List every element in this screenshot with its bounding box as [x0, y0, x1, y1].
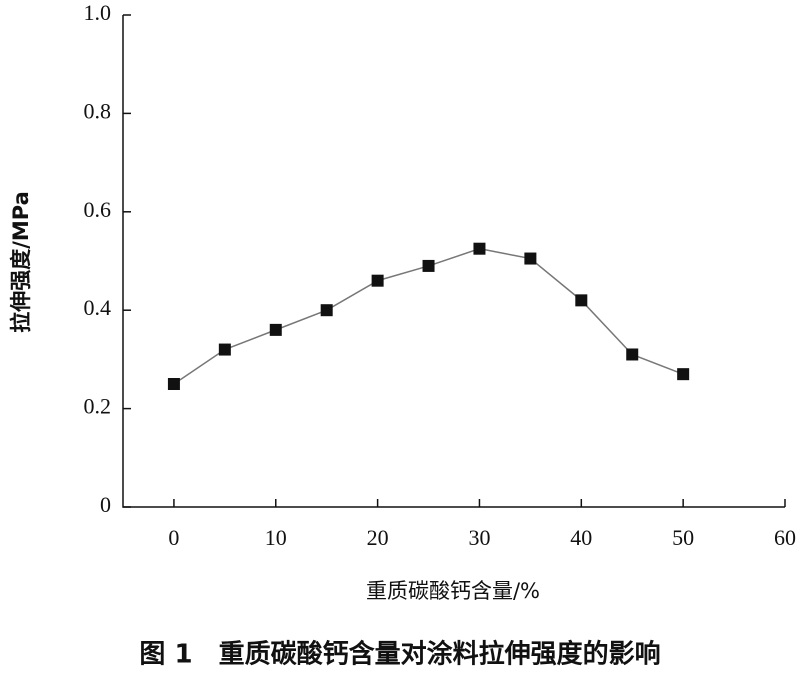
x-tick-label: 0	[168, 525, 179, 550]
point	[167, 378, 180, 390]
x-tick-label: 60	[774, 525, 796, 550]
x-tick-label: 20	[367, 525, 389, 550]
y-tick-label: 0.6	[84, 197, 112, 222]
point	[218, 343, 231, 356]
x-tick-label: 50	[672, 525, 694, 550]
point	[371, 274, 384, 287]
axes	[122, 15, 785, 508]
point	[626, 348, 639, 361]
x-tick-label: 40	[570, 525, 592, 550]
point	[575, 294, 588, 307]
point	[269, 323, 282, 336]
point	[524, 252, 537, 265]
x-tick-label: 10	[265, 525, 287, 550]
x-axis-label: 重质碳酸钙含量/%	[366, 579, 540, 603]
y-tick-label: 0.2	[84, 394, 112, 419]
y-axis-label: 拉伸强度/MPa	[9, 191, 33, 333]
point	[677, 368, 690, 381]
point	[473, 242, 486, 255]
y-tick-label: 1.0	[84, 0, 112, 25]
y-tick-label: 0	[100, 492, 111, 517]
x-tick-label: 30	[468, 525, 490, 550]
point	[422, 259, 435, 272]
y-tick-label: 0.8	[84, 98, 112, 123]
point	[320, 304, 333, 317]
y-tick-label: 0.4	[84, 295, 112, 320]
caption: 图 1 重质碳酸钙含量对涂料拉伸强度的影响	[139, 639, 660, 670]
